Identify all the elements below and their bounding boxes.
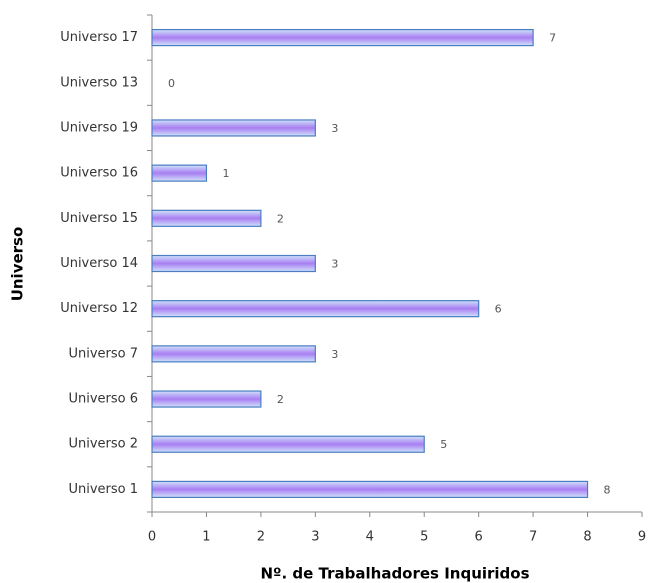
value-label: 7: [549, 32, 556, 45]
value-label: 3: [331, 122, 338, 135]
x-tick-label: 1: [202, 530, 210, 545]
y-axis-label: Universo: [9, 227, 27, 302]
y-tick-label: Universo 2: [68, 437, 138, 452]
y-tick-label: Universo 15: [60, 211, 138, 226]
y-tick-label: Universo 19: [60, 120, 138, 135]
bar: [151, 435, 425, 453]
x-tick-label: 0: [148, 530, 156, 545]
x-tick-label: 8: [583, 530, 591, 545]
x-tick-label: 6: [475, 530, 483, 545]
bar: [151, 300, 480, 318]
value-label: 3: [331, 348, 338, 361]
y-tick-label: Universo 12: [60, 301, 138, 316]
value-label: 0: [168, 77, 175, 90]
x-tick-label: 9: [638, 530, 646, 545]
bar: [151, 254, 316, 273]
y-tick-label: Universo 13: [60, 75, 138, 90]
value-label: 2: [277, 212, 284, 225]
x-tick-label: 5: [420, 530, 428, 545]
value-label: 2: [277, 393, 284, 406]
bar: [151, 390, 262, 408]
value-label: 8: [604, 483, 611, 496]
x-axis-label: Nº. de Trabalhadores Inquiridos: [260, 565, 529, 583]
bar: [151, 119, 316, 137]
y-tick-label: Universo 14: [60, 256, 138, 271]
value-label: 3: [331, 258, 338, 271]
x-tick-label: 2: [257, 530, 265, 545]
bar: [151, 209, 262, 227]
y-tick-label: Universo 6: [68, 392, 138, 407]
y-tick-label: Universo 7: [68, 346, 138, 361]
bar: [151, 164, 208, 182]
y-tick-label: Universo 1: [68, 482, 138, 497]
x-tick-label: 4: [366, 530, 374, 545]
x-tick-label: 3: [311, 530, 319, 545]
value-label: 6: [495, 303, 502, 316]
bar: [151, 28, 534, 47]
y-tick-label: Universo 16: [60, 166, 138, 181]
y-tick-label: Universo 17: [60, 30, 138, 45]
x-tick-label: 7: [529, 530, 537, 545]
value-label: 1: [222, 167, 229, 180]
bar: [151, 345, 316, 363]
value-label: 5: [440, 438, 447, 451]
bar: [151, 480, 589, 499]
